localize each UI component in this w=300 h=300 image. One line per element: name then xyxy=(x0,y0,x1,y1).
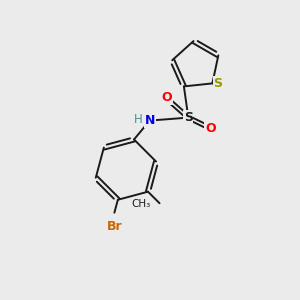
Text: O: O xyxy=(162,91,172,104)
Text: S: S xyxy=(184,111,193,124)
Text: N: N xyxy=(145,114,155,127)
Text: S: S xyxy=(213,77,222,90)
Text: O: O xyxy=(205,122,216,135)
Text: CH₃: CH₃ xyxy=(131,199,151,209)
Text: H: H xyxy=(134,113,143,127)
Text: Br: Br xyxy=(106,220,122,233)
